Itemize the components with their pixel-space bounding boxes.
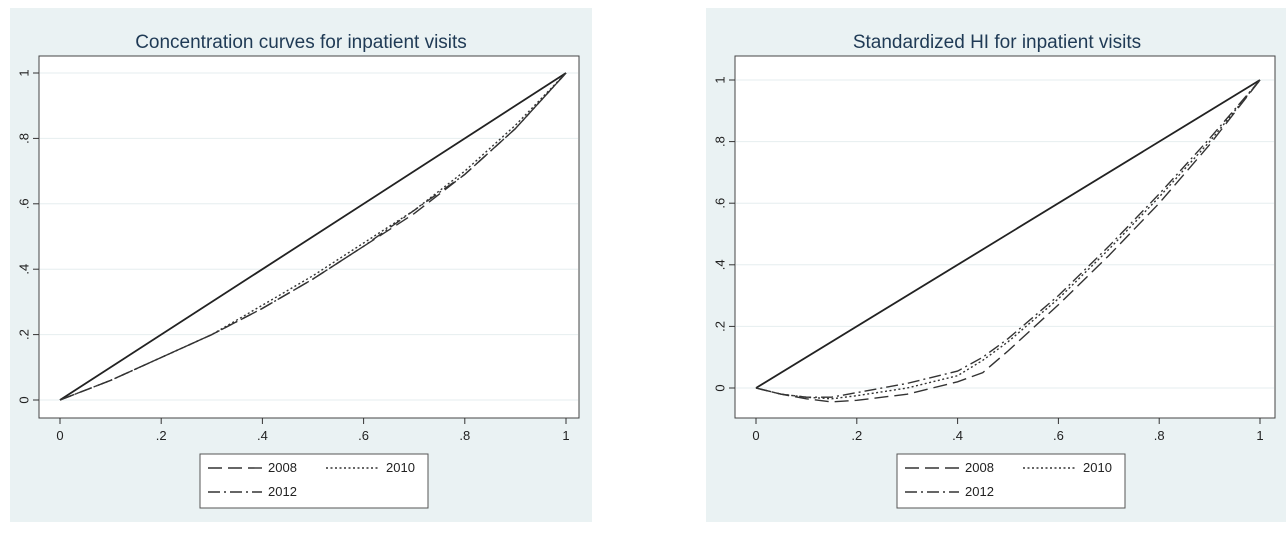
legend-label-2008: 2008 — [268, 460, 297, 475]
chart-panel-left: Concentration curves for inpatient visit… — [10, 8, 592, 522]
series-line-2012 — [755, 79, 1261, 398]
x-tick-label: 0 — [752, 428, 759, 443]
y-tick-label: .6 — [712, 198, 727, 209]
legend-label-2012: 2012 — [965, 484, 994, 499]
x-tick-label: .6 — [358, 428, 369, 443]
y-tick-label: 1 — [16, 69, 31, 76]
line-of-equality — [755, 79, 1261, 389]
legend-label-2008: 2008 — [965, 460, 994, 475]
x-tick-label: .2 — [851, 428, 862, 443]
chart-title: Standardized HI for inpatient visits — [852, 32, 1142, 53]
series-line-2008 — [755, 79, 1261, 403]
legend-label-2010: 2010 — [386, 460, 415, 475]
x-tick-label: 0 — [56, 428, 63, 443]
x-tick-label: .8 — [1154, 428, 1165, 443]
x-tick-label: .6 — [1053, 428, 1064, 443]
legend-label-2010: 2010 — [1083, 460, 1112, 475]
plot-area — [734, 55, 1276, 419]
standardized-hi-chart: 0 .2 .4 .6 .8 1 0 .2 .4 .6 .8 1 2008 2010 2012 — [712, 55, 1276, 509]
y-tick-label: 1 — [712, 76, 727, 83]
y-tick-label: .2 — [712, 321, 727, 332]
concentration-chart: 0 .2 .4 .6 .8 1 0 .2 .4 .6 .8 1 2008 2010 2012 — [16, 55, 580, 509]
plot-area — [38, 55, 580, 419]
x-tick-label: 1 — [562, 428, 569, 443]
y-tick-label: .4 — [712, 259, 727, 270]
y-tick-label: .8 — [712, 136, 727, 147]
chart-title: Concentration curves for inpatient visit… — [135, 32, 467, 53]
y-tick-label: 0 — [16, 396, 31, 403]
chart-panel-right: Standardized HI for inpatient visits 0 .2… — [706, 8, 1286, 522]
y-tick-label: .6 — [16, 198, 31, 209]
x-tick-label: .8 — [459, 428, 470, 443]
y-tick-label: .2 — [16, 329, 31, 340]
x-tick-label: 1 — [1256, 428, 1263, 443]
legend-label-2012: 2012 — [268, 484, 297, 499]
x-tick-label: .4 — [952, 428, 963, 443]
x-tick-label: .2 — [156, 428, 167, 443]
series-line-2012 — [59, 72, 567, 401]
y-tick-label: .4 — [16, 264, 31, 275]
y-tick-label: .8 — [16, 133, 31, 144]
x-tick-label: .4 — [257, 428, 268, 443]
legend-box — [896, 453, 1126, 509]
line-of-equality — [59, 72, 567, 401]
legend-box — [199, 453, 429, 509]
y-tick-label: 0 — [712, 384, 727, 391]
